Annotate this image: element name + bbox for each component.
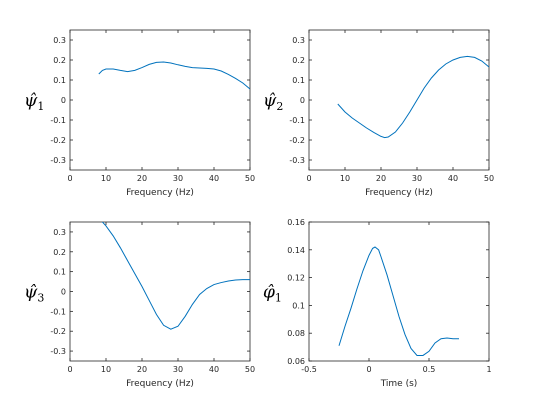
x-tick-label: 20 bbox=[376, 174, 386, 183]
x-tick-label: 40 bbox=[448, 174, 458, 183]
subplot-2: 0 10 20 30 40 50 0.3 0.2 0.1 0 -0.1 -0.2 -0.3 Frequen… bbox=[263, 29, 494, 198]
y-tick-label: 0.14 bbox=[287, 246, 305, 255]
axes-box bbox=[69, 221, 251, 362]
y-tick-label: -0.3 bbox=[50, 156, 66, 165]
subplot-3: 0 10 20 30 40 50 0.3 0.2 0.1 0 -0.1 -0.2 -0.3 Frequen… bbox=[24, 221, 255, 389]
x-tick-label: 10 bbox=[101, 174, 111, 183]
x-axis-label: Frequency (Hz) bbox=[365, 188, 433, 198]
y-tick-label: 0.06 bbox=[287, 357, 305, 366]
x-tick-label: 1 bbox=[486, 365, 491, 374]
x-tick-label: 40 bbox=[209, 174, 219, 183]
y-tick-label: 0 bbox=[61, 96, 66, 105]
series-line bbox=[338, 246, 459, 356]
subplot-4: -0.5 0 0.5 1 0.16 0.14 0.12 0.1 0.08 0.06 Time (s)… bbox=[263, 218, 492, 389]
y-axis-label: ψ̂3 bbox=[24, 283, 44, 305]
y-tick-label: 0.2 bbox=[292, 56, 305, 65]
x-tick-label: 50 bbox=[245, 174, 255, 183]
y-tick-label: 0.3 bbox=[292, 36, 305, 45]
y-tick-label: 0.1 bbox=[292, 76, 305, 85]
x-tick-label: 50 bbox=[484, 174, 494, 183]
y-tick-label: -0.3 bbox=[50, 347, 66, 356]
series-line bbox=[101, 222, 250, 330]
y-tick-label: 0 bbox=[61, 288, 66, 297]
x-tick-label: 0 bbox=[67, 174, 72, 183]
y-tick-label: -0.1 bbox=[50, 307, 66, 316]
y-axis-label: φ̂1 bbox=[263, 283, 282, 305]
x-axis-label: Frequency (Hz) bbox=[126, 188, 194, 198]
x-tick-label: 20 bbox=[137, 174, 147, 183]
y-tick-label: 0.1 bbox=[53, 268, 66, 277]
axes-box bbox=[308, 221, 490, 362]
y-tick-label: -0.2 bbox=[50, 136, 66, 145]
y-tick-label: 0.2 bbox=[53, 56, 66, 65]
x-tick-label: 0 bbox=[306, 174, 311, 183]
y-tick-label: 0.12 bbox=[287, 274, 305, 283]
axes-box bbox=[69, 29, 251, 171]
subplot-1: 0 10 20 30 40 50 0.3 0.2 0.1 0 -0.1 -0.2 -0.3 Frequen… bbox=[24, 29, 255, 198]
x-tick-label: 30 bbox=[173, 365, 183, 374]
axes-box bbox=[308, 29, 490, 171]
x-tick-label: 20 bbox=[137, 365, 147, 374]
x-tick-label: 50 bbox=[245, 365, 255, 374]
y-tick-label: -0.2 bbox=[289, 136, 305, 145]
y-tick-label: -0.1 bbox=[50, 116, 66, 125]
x-tick-label: 0 bbox=[366, 365, 371, 374]
x-axis-label: Frequency (Hz) bbox=[126, 379, 194, 389]
x-tick-label: 30 bbox=[412, 174, 422, 183]
y-tick-label: 0.2 bbox=[53, 248, 66, 257]
series-line bbox=[98, 61, 250, 90]
y-tick-label: 0.3 bbox=[53, 36, 66, 45]
y-tick-label: -0.1 bbox=[289, 116, 305, 125]
x-tick-label: 10 bbox=[340, 174, 350, 183]
x-tick-label: 30 bbox=[173, 174, 183, 183]
y-tick-label: 0.3 bbox=[53, 228, 66, 237]
y-tick-label: 0.08 bbox=[287, 329, 305, 338]
y-tick-label: -0.2 bbox=[50, 327, 66, 336]
x-tick-label: 0.5 bbox=[423, 365, 436, 374]
x-tick-label: 40 bbox=[209, 365, 219, 374]
y-tick-label: 0.16 bbox=[287, 218, 305, 227]
y-tick-label: -0.3 bbox=[289, 156, 305, 165]
series-line bbox=[337, 55, 489, 139]
y-tick-label: 0 bbox=[300, 96, 305, 105]
x-axis-label: Time (s) bbox=[380, 379, 418, 389]
x-tick-label: 0 bbox=[67, 365, 72, 374]
y-tick-label: 0.1 bbox=[292, 301, 305, 310]
y-tick-label: 0.1 bbox=[53, 76, 66, 85]
x-tick-label: 10 bbox=[101, 365, 111, 374]
y-axis-label: ψ̂1 bbox=[24, 91, 44, 113]
x-tick-label: -0.5 bbox=[301, 365, 317, 374]
y-axis-label: ψ̂2 bbox=[263, 91, 283, 113]
